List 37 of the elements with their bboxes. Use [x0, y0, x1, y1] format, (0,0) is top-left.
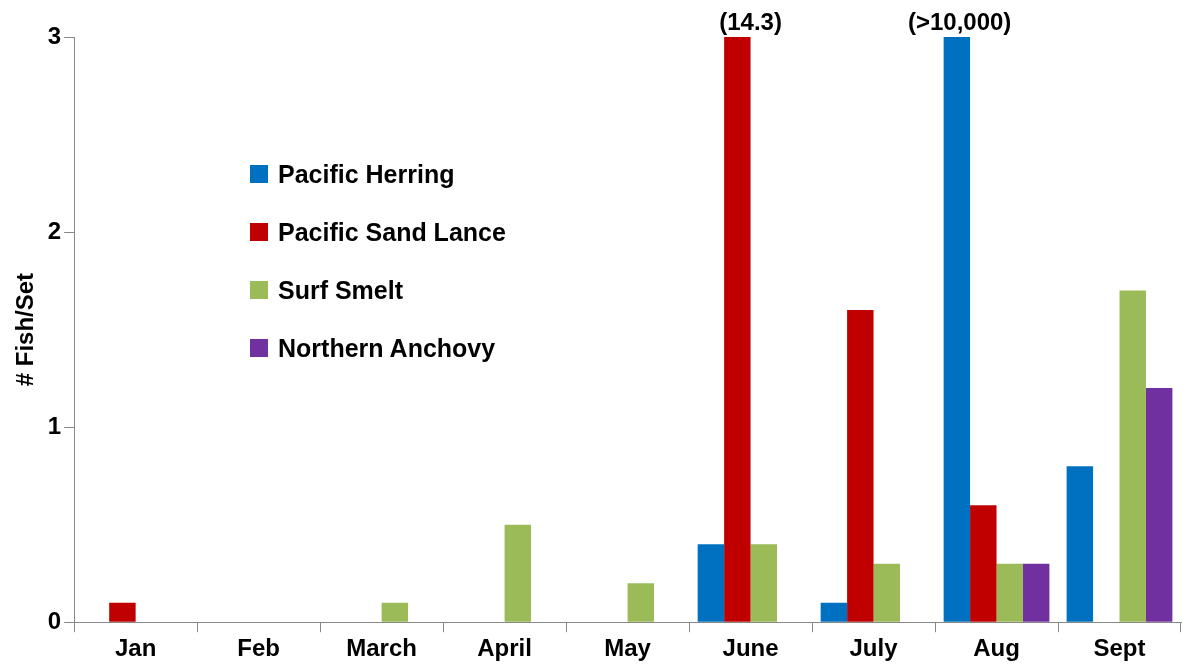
x-tick-label: May	[604, 634, 652, 662]
bar	[943, 37, 971, 622]
bar	[504, 524, 532, 622]
bar	[627, 583, 655, 622]
x-tick-label: Jan	[114, 634, 157, 662]
y-tick-label: 3	[47, 21, 62, 49]
bar	[873, 563, 900, 622]
y-axis-title: # Fish/Set	[11, 272, 39, 387]
bar	[1145, 388, 1173, 622]
y-tick-label: 0	[47, 606, 62, 634]
bar	[750, 544, 777, 622]
y-tick-label: 1	[47, 411, 62, 439]
x-tick-label: Aug	[973, 634, 1020, 662]
bar	[1022, 563, 1050, 622]
bar	[996, 563, 1023, 622]
annotation: (14.3)	[719, 7, 782, 35]
bar	[109, 602, 136, 622]
x-tick-label: Sept	[1093, 634, 1146, 662]
text: (>10,000)	[907, 7, 1012, 35]
x-tick-label: July	[849, 634, 899, 662]
bar	[820, 602, 848, 622]
bar	[1066, 466, 1094, 622]
x-tick-label: June	[722, 634, 779, 662]
bar	[724, 37, 751, 622]
x-tick-label: Feb	[237, 634, 280, 662]
x-tick-label: March	[346, 634, 417, 662]
legend-label: Northern Anchovy	[278, 333, 496, 363]
legend-label: Surf Smelt	[278, 275, 404, 305]
x-tick-label: April	[477, 634, 532, 662]
y-tick-label: 2	[47, 216, 62, 244]
bar	[381, 602, 409, 622]
bar	[697, 544, 725, 622]
bar	[847, 310, 874, 622]
legend-label: Pacific Sand Lance	[278, 217, 506, 247]
bar	[970, 505, 997, 622]
bar	[1119, 290, 1146, 622]
legend-label: Pacific Herring	[278, 159, 455, 189]
